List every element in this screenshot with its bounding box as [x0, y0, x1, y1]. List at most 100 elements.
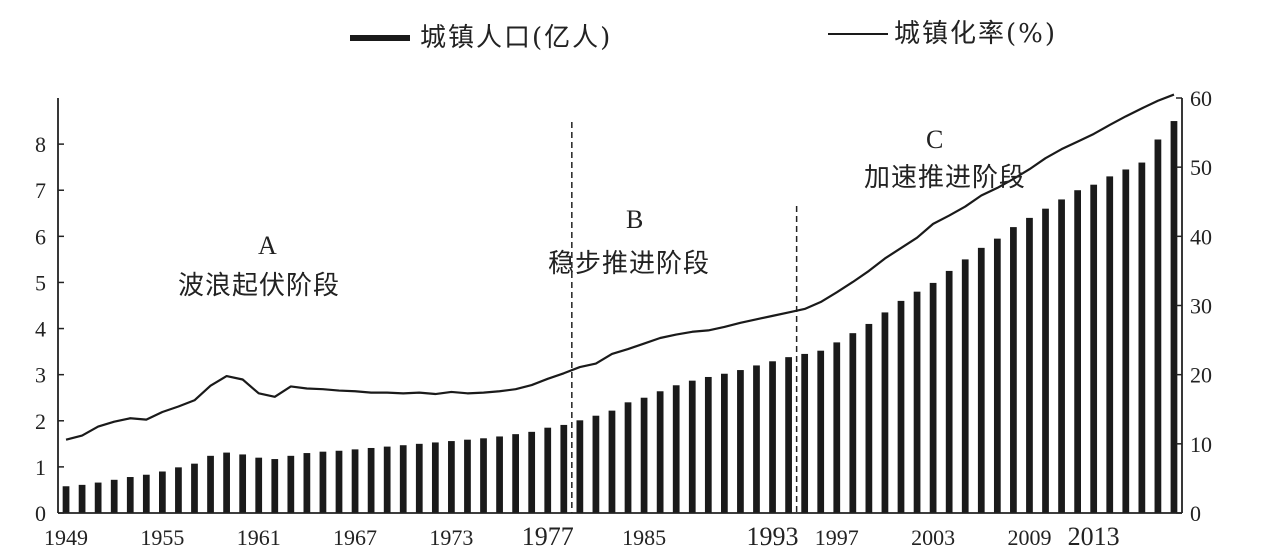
right-axis-tick-label: 40: [1190, 224, 1212, 249]
left-axis-tick-label: 3: [35, 363, 46, 388]
population-bar: [961, 259, 969, 513]
population-bar: [576, 420, 584, 513]
population-bar: [175, 467, 182, 513]
population-bar: [480, 438, 487, 513]
population-bar: [367, 447, 375, 513]
population-bar: [769, 361, 776, 513]
population-bar: [640, 397, 648, 513]
population-bar: [528, 431, 536, 513]
x-axis-tick-label: 1949: [44, 525, 88, 550]
population-bar: [239, 454, 247, 513]
x-axis-tick-label: 1967: [333, 525, 377, 550]
x-axis-tick-label: 1985: [622, 525, 666, 550]
population-bar: [142, 474, 150, 513]
population-bar: [94, 482, 102, 513]
x-axis-tick-label: 2003: [911, 525, 955, 550]
population-bar: [207, 455, 214, 513]
left-axis-tick-label: 4: [35, 317, 46, 342]
population-bar: [1122, 169, 1130, 513]
right-axis-tick-label: 10: [1190, 432, 1212, 457]
population-bar: [704, 376, 712, 513]
population-bar: [656, 391, 664, 513]
population-bar: [1058, 199, 1065, 513]
left-axis-tick-label: 0: [35, 501, 46, 526]
population-bar: [1170, 121, 1178, 513]
population-bar: [544, 427, 552, 513]
population-bar: [688, 380, 696, 513]
left-axis-tick-label: 5: [35, 270, 46, 295]
population-bar: [399, 445, 407, 513]
population-bar: [303, 453, 311, 513]
x-axis-tick-label: 1993: [747, 522, 799, 551]
x-axis-tick-label: 2009: [1007, 525, 1051, 550]
population-bar: [913, 291, 921, 513]
population-bar: [223, 452, 230, 513]
population-bar: [191, 463, 198, 513]
population-bar: [271, 459, 279, 513]
population-bar: [977, 247, 985, 514]
x-axis-tick-label: 1961: [237, 525, 281, 550]
left-axis-tick-label: 7: [35, 178, 46, 203]
population-bar: [335, 450, 343, 513]
left-axis-tick-label: 2: [35, 409, 46, 434]
population-bar: [1074, 190, 1081, 513]
x-axis-tick-label: 1973: [429, 525, 473, 550]
population-bar: [110, 479, 118, 513]
population-bar: [78, 484, 86, 513]
population-bar: [1010, 227, 1017, 514]
population-bar: [560, 424, 568, 513]
right-axis-tick-label: 20: [1190, 363, 1212, 388]
population-bar: [415, 443, 423, 513]
population-bar: [1138, 162, 1146, 513]
legend: 城镇人口(亿人) 城镇化率(%): [350, 19, 1057, 53]
left-axis-tick-label: 8: [35, 132, 46, 157]
right-axis-tick-label: 30: [1190, 294, 1212, 319]
population-bar: [287, 455, 295, 513]
right-axis-tick-label: 60: [1190, 86, 1212, 111]
population-bar: [159, 471, 166, 513]
right-axis-tick-label: 0: [1190, 501, 1201, 526]
x-axis-tick-label: 2013: [1068, 522, 1120, 551]
population-bar: [929, 282, 937, 513]
population-bar: [512, 434, 519, 513]
left-axis-tick-label: 1: [35, 455, 46, 480]
population-bar: [448, 441, 455, 513]
population-bar: [383, 446, 391, 513]
population-bar: [351, 449, 359, 513]
population-bar: [881, 312, 889, 513]
population-bar: [126, 477, 134, 513]
legend-population-label: 城镇人口(亿人): [420, 23, 612, 53]
population-bar: [833, 342, 841, 513]
stage-b-letter: B: [626, 205, 643, 234]
population-bar: [592, 415, 600, 513]
population-bar: [817, 350, 825, 513]
stage-b-label: 稳步推进阶段: [548, 249, 710, 279]
urbanization-rate-line: [65, 93, 1175, 441]
population-bar: [1026, 217, 1033, 513]
population-bar: [753, 365, 760, 513]
population-bar: [1106, 176, 1114, 513]
population-bar: [849, 333, 857, 513]
stage-c-letter: C: [926, 125, 943, 154]
population-bar: [945, 270, 953, 513]
population-bar: [672, 385, 680, 513]
population-bar: [865, 323, 873, 513]
population-bar: [1090, 184, 1098, 513]
population-bar: [801, 353, 809, 513]
population-bar: [62, 486, 70, 513]
population-bar: [993, 238, 1001, 513]
legend-rate-label: 城镇化率(%): [894, 19, 1057, 49]
stage-a-label: 波浪起伏阶段: [178, 271, 340, 301]
population-bar: [785, 357, 792, 513]
population-bar: [897, 300, 905, 513]
left-axis-tick-label: 6: [35, 224, 46, 249]
stage-annotations: A 波浪起伏阶段 B 稳步推进阶段 C 加速推进阶段: [178, 125, 1025, 301]
population-bar: [608, 410, 616, 513]
population-bar: [737, 370, 744, 513]
x-axis-tick-label: 1977: [522, 522, 574, 551]
population-bar: [255, 457, 263, 513]
x-axis-tick-label: 1955: [140, 525, 184, 550]
population-bar: [464, 439, 471, 513]
